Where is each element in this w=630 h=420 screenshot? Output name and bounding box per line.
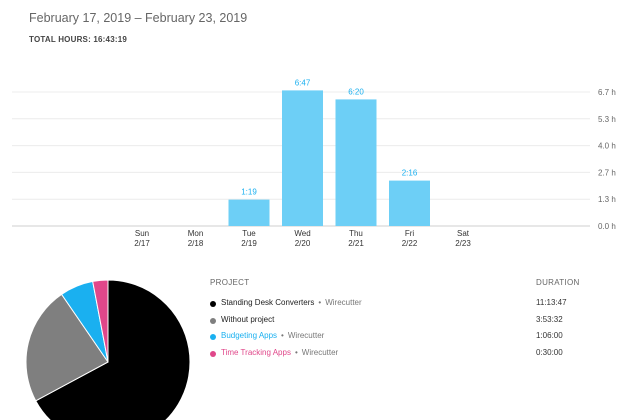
project-color-dot xyxy=(210,334,216,340)
bar-fri[interactable] xyxy=(389,180,430,226)
project-name: Budgeting Apps • Wirecutter xyxy=(221,331,324,340)
pie-slice-without-project[interactable] xyxy=(25,293,109,402)
project-color-dot xyxy=(210,350,216,357)
table-row[interactable]: Standing Desk Converters • Wirecutter 11:13… xyxy=(210,298,600,312)
x-tick-day: Sat xyxy=(457,229,470,238)
duration-column-header: DURATION xyxy=(536,278,580,287)
bar-data-label: 6:20 xyxy=(348,87,364,96)
x-tick-day: Sun xyxy=(135,229,149,238)
x-tick-date: 2/23 xyxy=(455,239,471,248)
x-tick-date: 2/18 xyxy=(188,239,204,248)
table-row[interactable]: Time Tracking Apps • Wirecutter 0:30:00 xyxy=(210,348,600,362)
bar-data-label: 1:19 xyxy=(241,188,257,197)
x-tick-date: 2/17 xyxy=(134,239,150,248)
project-name: Standing Desk Converters • Wirecutter xyxy=(221,298,362,307)
total-hours: TOTAL HOURS: 16:43:19 xyxy=(29,35,128,44)
table-row[interactable]: Budgeting Apps • Wirecutter 1:06:00 xyxy=(210,331,600,345)
date-range: February 17, 2019 – February 23, 2019 xyxy=(29,11,248,25)
x-tick-day: Tue xyxy=(242,229,256,238)
y-tick-label: 4.0 h xyxy=(598,142,616,151)
bar-data-label: 2:16 xyxy=(402,169,418,178)
y-tick-label: 2.7 h xyxy=(598,168,616,177)
x-tick-date: 2/22 xyxy=(402,239,418,248)
x-tick-day: Fri xyxy=(405,229,415,238)
project-title: Without project xyxy=(221,314,275,324)
table-row[interactable]: Without project 3:53:32 xyxy=(210,315,600,329)
project-color-dot xyxy=(210,301,216,307)
y-tick-label: 0.0 h xyxy=(598,222,616,231)
project-duration: 3:53:32 xyxy=(536,314,563,324)
pie-slice-standing-desk-converters[interactable] xyxy=(35,279,191,420)
bar-tue[interactable] xyxy=(228,199,270,226)
client-name: • Wirecutter xyxy=(281,331,325,340)
x-tick-date: 2/20 xyxy=(295,239,311,248)
client-name: • Wirecutter xyxy=(294,347,339,357)
x-tick-date: 2/21 xyxy=(348,239,364,248)
project-name: Without project xyxy=(221,315,274,324)
project-duration: 1:06:00 xyxy=(536,331,563,340)
client-name: • Wirecutter xyxy=(318,298,362,307)
project-duration: 11:13:47 xyxy=(536,298,567,307)
x-tick-day: Mon xyxy=(188,229,204,238)
project-pie-chart xyxy=(25,279,191,420)
bar-data-label: 6:47 xyxy=(295,78,311,87)
x-tick-day: Thu xyxy=(349,229,363,238)
project-title: Budgeting Apps xyxy=(221,331,278,340)
project-title: Time Tracking Apps xyxy=(221,347,291,357)
project-title: Standing Desk Converters xyxy=(221,298,315,307)
project-color-dot xyxy=(210,317,216,324)
x-tick-day: Wed xyxy=(294,229,310,238)
project-duration: 0:30:00 xyxy=(536,347,563,357)
project-column-header: PROJECT xyxy=(210,278,250,287)
y-tick-label: 5.3 h xyxy=(598,115,616,124)
pie-slice-time-tracking-apps[interactable] xyxy=(92,279,109,363)
bar-thu[interactable] xyxy=(335,99,377,226)
y-tick-label: 6.7 h xyxy=(598,88,616,97)
bar-wed[interactable] xyxy=(282,90,323,227)
x-tick-date: 2/19 xyxy=(241,239,257,248)
y-tick-label: 1.3 h xyxy=(598,195,616,204)
project-name: Time Tracking Apps • Wirecutter xyxy=(221,348,338,357)
